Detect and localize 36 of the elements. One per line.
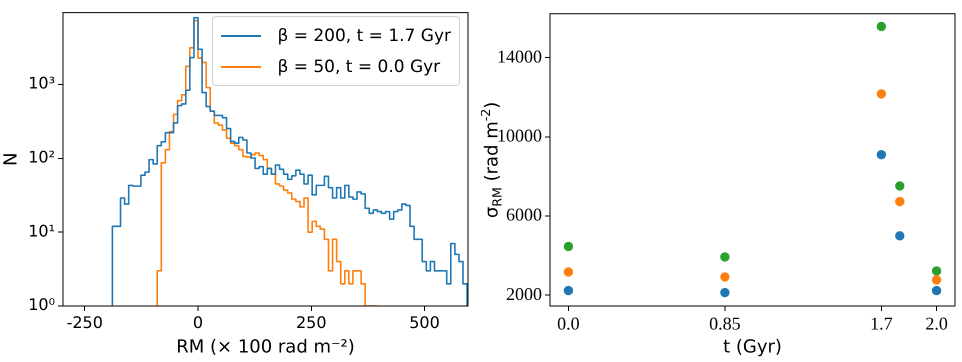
point <box>720 252 730 262</box>
point <box>876 22 886 32</box>
point <box>932 266 942 276</box>
y-tick-label: 10¹ <box>28 221 55 240</box>
point <box>564 267 574 277</box>
y-tick-label: 10⁰ <box>28 295 55 314</box>
y-tick-label: 2000 <box>506 284 542 304</box>
x-tick-label: 2.0 <box>925 314 948 334</box>
point <box>895 181 904 191</box>
point <box>876 89 886 99</box>
point <box>932 286 942 296</box>
x-tick-label: 0.85 <box>709 314 741 334</box>
y-tick-label: 10² <box>28 147 55 166</box>
x-tick-label: 250 <box>296 312 327 332</box>
x-tick-label: -250 <box>66 312 103 332</box>
y-tick-label: 10³ <box>28 74 55 93</box>
legend-label: β = 200, t = 1.7 Gyr <box>277 26 451 46</box>
y-tick-label: 10000 <box>497 126 542 146</box>
legend-label: β = 50, t = 0.0 Gyr <box>277 56 440 76</box>
y-axis-title: N <box>0 152 22 166</box>
point <box>564 242 574 252</box>
point <box>720 288 730 298</box>
y-tick-label: 14000 <box>497 46 542 66</box>
point <box>895 196 904 206</box>
x-tick-label: 1.7 <box>870 314 893 334</box>
point <box>895 231 904 240</box>
point <box>564 286 574 296</box>
x-tick-label: 500 <box>409 312 440 332</box>
x-tick-label: 0.0 <box>557 314 580 334</box>
point <box>932 275 942 285</box>
point <box>720 272 730 282</box>
x-tick-label: 0 <box>192 312 204 332</box>
x-axis-title: RM (× 100 rad m⁻²) <box>176 336 355 358</box>
x-axis-title: t (Gyr) <box>723 336 782 358</box>
point <box>876 150 886 160</box>
y-tick-label: 6000 <box>506 204 542 225</box>
